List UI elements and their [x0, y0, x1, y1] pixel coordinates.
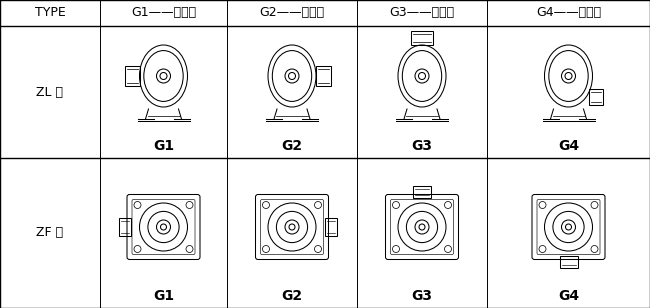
Bar — [413, 186, 431, 198]
Text: G2: G2 — [281, 139, 302, 153]
Text: ZL 型: ZL 型 — [36, 86, 64, 99]
Text: G3: G3 — [411, 289, 432, 303]
Bar — [125, 66, 140, 86]
Text: G1: G1 — [153, 289, 174, 303]
Text: G4——下方向: G4——下方向 — [536, 6, 601, 19]
Text: G1——左方向: G1——左方向 — [131, 6, 196, 19]
Text: G4: G4 — [558, 289, 579, 303]
Text: G3——上方向: G3——上方向 — [389, 6, 454, 19]
Bar — [411, 31, 433, 45]
Text: G2: G2 — [281, 289, 302, 303]
Text: G3: G3 — [411, 139, 432, 153]
Text: G2——右方向: G2——右方向 — [259, 6, 324, 19]
Text: ZF 型: ZF 型 — [36, 226, 64, 240]
Bar — [560, 256, 577, 268]
Bar — [588, 89, 603, 105]
Text: TYPE: TYPE — [34, 6, 66, 19]
Text: G4: G4 — [558, 139, 579, 153]
Bar — [325, 218, 337, 236]
Bar — [316, 66, 331, 86]
Bar — [118, 218, 131, 236]
Text: G1: G1 — [153, 139, 174, 153]
